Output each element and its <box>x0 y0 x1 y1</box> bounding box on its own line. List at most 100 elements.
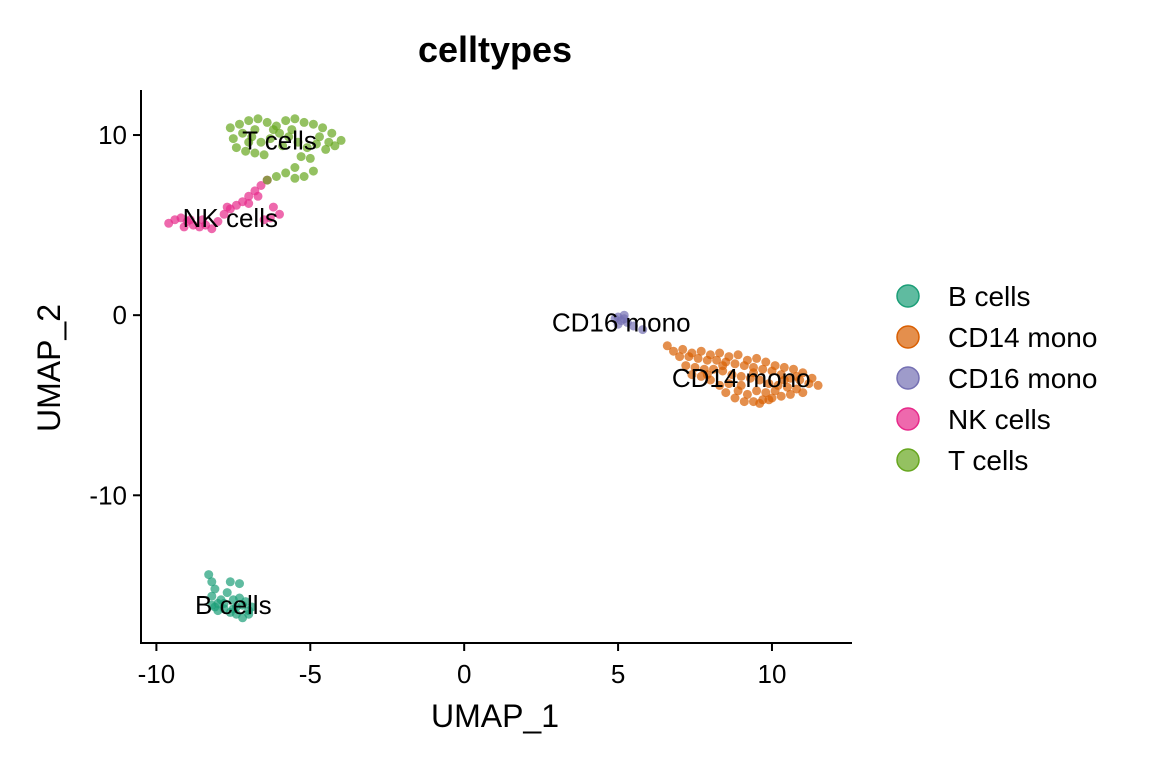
data-point <box>290 173 300 183</box>
data-point <box>715 348 725 358</box>
data-point <box>690 362 700 372</box>
data-point <box>764 379 774 389</box>
data-point <box>299 172 309 181</box>
cluster-label: NK cells <box>183 203 278 233</box>
series-cd14-mono <box>662 341 823 408</box>
data-point <box>761 357 771 367</box>
data-point <box>779 375 789 385</box>
data-point <box>290 163 300 172</box>
data-point <box>256 137 266 147</box>
data-point <box>336 135 346 145</box>
data-point <box>293 137 303 147</box>
data-point <box>761 388 771 398</box>
data-point <box>702 355 712 365</box>
x-tick-label: 5 <box>611 659 625 689</box>
data-point <box>739 397 749 407</box>
data-point <box>268 125 278 135</box>
legend-label: B cells <box>948 281 1030 312</box>
data-point <box>321 144 331 154</box>
data-point <box>619 310 629 320</box>
legend-label: NK cells <box>948 404 1051 435</box>
x-ticks: -10 -5 0 5 10 <box>138 643 786 689</box>
data-point <box>210 584 220 594</box>
data-point <box>207 600 217 610</box>
y-axis-title: UMAP_2 <box>31 304 67 432</box>
data-point <box>275 209 284 219</box>
data-point <box>204 570 214 580</box>
data-point <box>813 380 823 390</box>
data-point <box>296 152 306 162</box>
data-point <box>231 143 241 153</box>
data-point <box>727 370 737 380</box>
data-point <box>804 379 814 389</box>
data-point <box>764 395 774 405</box>
data-point <box>244 137 254 147</box>
data-point <box>225 577 235 587</box>
data-point <box>758 364 768 374</box>
data-point <box>207 591 217 601</box>
data-point <box>219 598 229 608</box>
data-point <box>253 114 263 124</box>
data-point <box>687 370 697 380</box>
cluster-label: T cells <box>242 125 317 155</box>
data-point <box>228 604 238 614</box>
data-point <box>755 375 765 385</box>
data-point <box>770 386 780 396</box>
data-point <box>262 117 272 127</box>
data-point <box>613 319 623 329</box>
series-cd16-mono <box>610 310 648 335</box>
legend-label: CD16 mono <box>948 363 1097 394</box>
data-point <box>327 128 337 138</box>
series-nk-cells <box>164 175 284 234</box>
data-point <box>798 388 808 398</box>
data-point <box>696 346 706 356</box>
x-tick-label: -10 <box>138 659 176 689</box>
data-point <box>742 389 752 399</box>
data-point <box>718 361 728 371</box>
x-axis-title: UMAP_1 <box>431 698 559 734</box>
data-point <box>185 215 195 225</box>
legend-label: CD14 mono <box>948 322 1097 353</box>
cluster-label: B cells <box>195 590 272 620</box>
data-point <box>684 352 694 362</box>
data-point <box>259 150 269 160</box>
legend-swatch <box>896 407 920 431</box>
data-point <box>219 209 229 219</box>
data-point <box>736 380 746 390</box>
plot-area: T cells NK cells CD16 mono CD14 mono B cells <box>164 114 823 623</box>
data-point <box>669 346 678 356</box>
data-point <box>253 191 263 201</box>
data-point <box>736 371 746 381</box>
legend-item: CD16 mono <box>896 363 1097 394</box>
data-point <box>324 137 334 147</box>
data-point <box>675 352 685 362</box>
data-point <box>271 172 281 181</box>
data-point <box>755 398 765 408</box>
data-point <box>721 388 731 398</box>
y-tick-label: 0 <box>113 300 127 330</box>
legend-item: NK cells <box>896 404 1051 435</box>
x-tick-label: 0 <box>457 659 471 689</box>
legend-swatch <box>896 325 920 349</box>
data-point <box>629 321 638 331</box>
data-point <box>287 125 297 135</box>
data-point <box>749 368 758 378</box>
data-point <box>213 606 223 616</box>
data-point <box>730 393 740 403</box>
data-point <box>789 364 798 374</box>
data-point <box>265 134 275 144</box>
data-point <box>779 362 789 372</box>
data-point <box>733 350 743 360</box>
data-point <box>198 215 208 225</box>
legend-item: CD14 mono <box>896 322 1097 353</box>
data-point <box>678 344 688 354</box>
points-layer <box>164 114 823 623</box>
legend: B cells CD14 mono CD16 mono NK cells T cells <box>896 281 1097 476</box>
data-point <box>752 386 762 396</box>
data-point <box>752 353 762 363</box>
cluster-label: CD14 mono <box>672 363 811 393</box>
data-point <box>256 181 266 190</box>
data-point <box>290 114 300 124</box>
data-point <box>228 134 238 144</box>
